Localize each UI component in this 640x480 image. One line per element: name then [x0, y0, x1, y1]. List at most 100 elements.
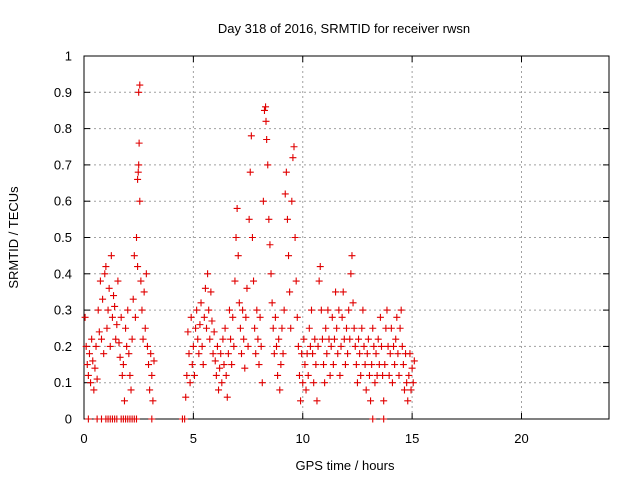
data-point	[367, 397, 375, 405]
data-point	[322, 324, 330, 332]
x-tick-label: 15	[405, 431, 419, 446]
data-point	[210, 328, 218, 336]
data-point	[143, 342, 151, 350]
data-point	[126, 371, 134, 379]
data-point	[396, 324, 404, 332]
data-point	[285, 252, 293, 260]
data-point	[305, 324, 313, 332]
data-point	[187, 313, 195, 321]
data-point	[227, 335, 235, 343]
data-point	[324, 306, 332, 314]
data-point	[252, 350, 260, 358]
data-point	[295, 371, 303, 379]
data-point	[371, 379, 379, 387]
data-point	[314, 342, 322, 350]
data-point	[193, 306, 201, 314]
data-point	[391, 361, 399, 369]
data-point	[345, 306, 353, 314]
data-point	[294, 342, 302, 350]
data-point	[255, 361, 263, 369]
data-point	[404, 397, 412, 405]
data-point	[260, 106, 268, 114]
data-point	[83, 361, 91, 369]
data-point	[119, 361, 127, 369]
data-point	[91, 364, 99, 372]
data-point	[92, 342, 100, 350]
data-point	[93, 375, 101, 383]
data-point	[306, 342, 314, 350]
y-tick-label: 1	[65, 49, 72, 64]
data-point	[148, 371, 156, 379]
data-point	[301, 361, 309, 369]
data-point	[330, 335, 338, 343]
data-point	[89, 357, 97, 365]
data-point	[348, 252, 356, 260]
data-point	[310, 379, 318, 387]
data-point	[87, 379, 95, 387]
data-point	[104, 306, 112, 314]
data-point	[276, 386, 284, 394]
data-point	[347, 270, 355, 278]
data-point	[351, 342, 359, 350]
data-point	[106, 342, 114, 350]
data-point	[248, 234, 256, 241]
data-point	[403, 379, 411, 387]
data-point	[364, 335, 372, 343]
data-point	[140, 288, 148, 296]
data-point	[390, 342, 398, 350]
data-point	[200, 313, 208, 321]
data-point	[219, 335, 227, 343]
data-point	[376, 313, 384, 321]
data-point	[270, 350, 278, 358]
data-point	[130, 252, 138, 260]
data-point	[133, 234, 140, 241]
data-point	[147, 350, 155, 358]
data-point	[269, 324, 277, 332]
data-point	[283, 215, 291, 223]
data-point	[363, 350, 371, 358]
data-point	[320, 361, 328, 369]
data-point	[133, 415, 140, 423]
data-point	[381, 361, 389, 369]
data-point	[405, 371, 413, 379]
data-point	[308, 306, 315, 314]
data-point	[398, 342, 406, 350]
data-point	[196, 321, 204, 329]
data-point	[265, 215, 273, 223]
data-point	[297, 397, 305, 405]
data-point	[259, 197, 267, 205]
data-point	[95, 328, 103, 336]
data-point	[386, 350, 394, 358]
data-point	[358, 324, 366, 332]
data-point	[188, 361, 196, 369]
data-point	[317, 306, 325, 314]
data-point	[114, 277, 122, 285]
data-point	[134, 175, 142, 183]
data-point	[128, 335, 136, 343]
data-point	[378, 342, 385, 350]
data-point	[316, 263, 324, 271]
data-point	[113, 321, 121, 329]
data-point	[99, 295, 107, 303]
data-point	[315, 277, 323, 285]
grid-lines	[84, 56, 609, 419]
data-point	[111, 302, 119, 310]
data-point	[370, 342, 378, 350]
data-point	[253, 306, 261, 314]
data-series-srmtid	[81, 81, 418, 423]
data-point	[327, 342, 335, 350]
data-point	[137, 277, 145, 285]
data-point	[323, 350, 331, 358]
data-point	[131, 313, 139, 321]
data-point	[100, 350, 108, 358]
data-point	[380, 415, 388, 423]
data-point	[122, 324, 130, 332]
data-point	[224, 350, 232, 358]
data-point	[355, 335, 363, 343]
x-tick-label: 20	[514, 431, 528, 446]
data-point	[134, 263, 142, 271]
data-point	[256, 313, 264, 321]
data-point	[394, 350, 402, 358]
data-point	[311, 335, 319, 343]
